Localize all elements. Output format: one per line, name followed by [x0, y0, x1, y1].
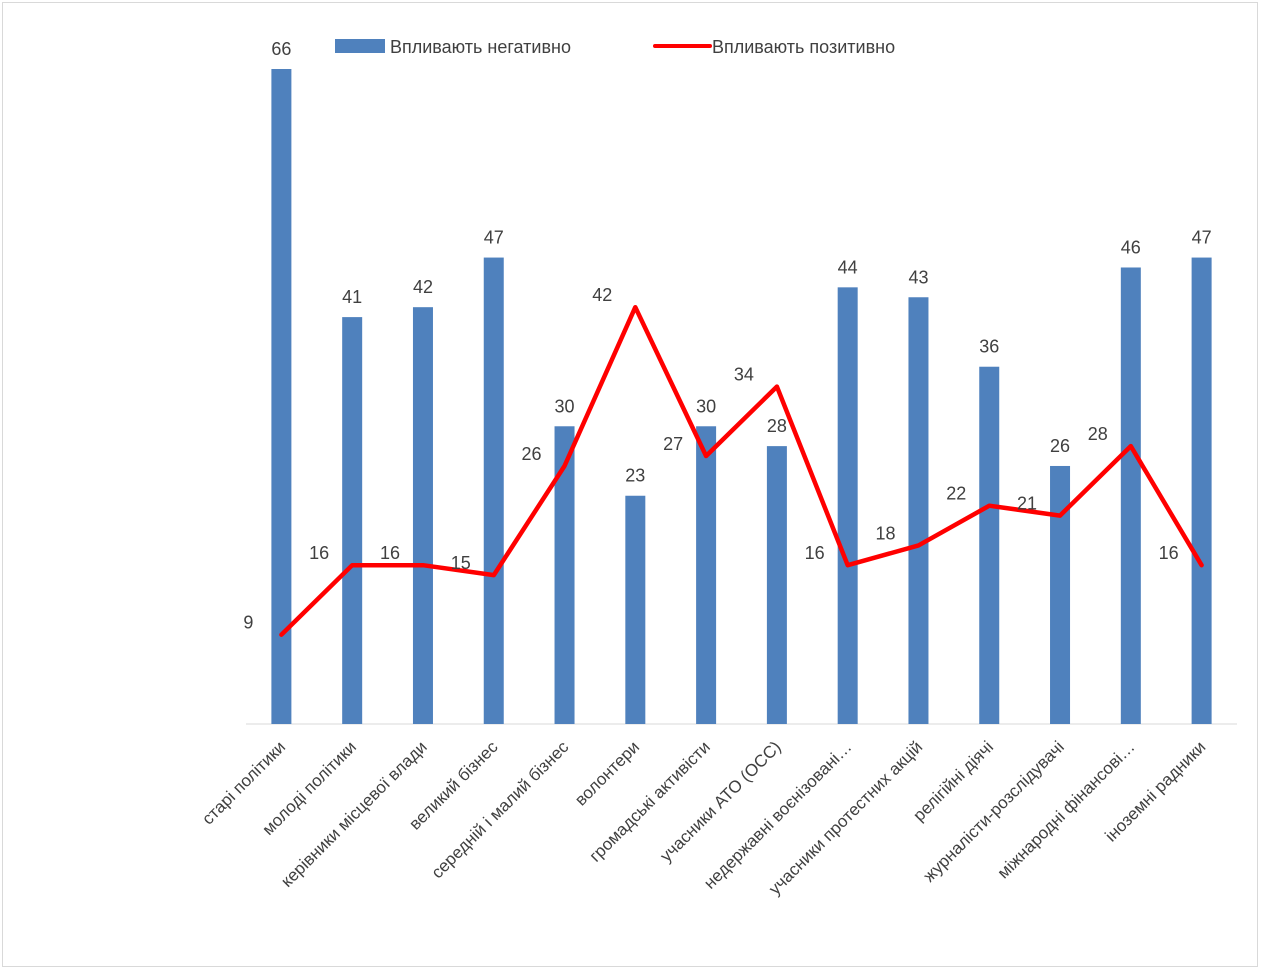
legend-swatch-negative	[335, 39, 385, 53]
x-tick-label: журналісти-розслідувачі	[920, 737, 1068, 885]
x-tick-label: середній і малий бізнес	[428, 737, 573, 882]
bars-group	[271, 69, 1212, 724]
x-tick-label: волонтери	[571, 737, 643, 809]
data-label-negative: 28	[767, 416, 787, 436]
data-label-negative: 36	[979, 337, 999, 357]
data-label-negative: 42	[413, 277, 433, 297]
bar-negative	[271, 69, 292, 724]
data-label-positive: 42	[592, 285, 612, 305]
data-label-negative: 30	[555, 396, 575, 416]
line-series-group	[279, 304, 1204, 637]
data-label-negative: 41	[342, 287, 362, 307]
x-tick-label: недержавні воєнізовані…	[700, 737, 855, 892]
bar-negative	[696, 426, 717, 724]
data-label-positive: 15	[451, 553, 471, 573]
x-tick-label: учасники АТО (ОСС)	[656, 737, 784, 865]
x-tick-label: громадські активісти	[586, 737, 714, 865]
bar-negative	[554, 426, 575, 724]
x-tick-label: міжнародні фінансові…	[994, 737, 1139, 882]
bar-negative	[412, 307, 433, 724]
data-label-negative: 46	[1121, 237, 1141, 257]
bar-negative	[1120, 267, 1141, 724]
legend-label-negative: Впливають негативно	[390, 37, 571, 57]
data-label-positive: 34	[734, 365, 754, 385]
x-tick-label: учасники протестних акцій	[765, 737, 926, 898]
data-label-negative: 44	[838, 257, 858, 277]
legend: Впливають негативно Впливають позитивно	[335, 37, 895, 57]
data-label-negative: 30	[696, 396, 716, 416]
data-labels-group: 66 41 42 47 30 23 30 28 44 43 36 26 46 47 9 16 16 15 26 42 2…	[243, 39, 1211, 633]
bar-negative	[483, 257, 504, 724]
bar-negative	[979, 366, 1000, 724]
data-label-negative: 26	[1050, 436, 1070, 456]
line-positive	[279, 304, 1204, 637]
x-tick-label: керівники місцевої влади	[277, 737, 430, 890]
data-label-positive: 16	[805, 543, 825, 563]
data-label-positive: 21	[1017, 494, 1037, 514]
data-label-positive: 16	[380, 543, 400, 563]
legend-label-positive: Впливають позитивно	[712, 37, 895, 57]
bar-negative	[1191, 257, 1212, 724]
bar-negative	[766, 446, 787, 724]
data-label-negative: 23	[625, 466, 645, 486]
data-label-negative: 43	[908, 267, 928, 287]
bar-negative	[837, 287, 858, 724]
data-label-positive: 18	[875, 523, 895, 543]
data-label-positive: 9	[243, 613, 253, 633]
data-label-negative: 66	[271, 39, 291, 59]
data-label-positive: 16	[1159, 543, 1179, 563]
bar-negative	[342, 317, 363, 724]
data-label-positive: 26	[522, 444, 542, 464]
data-label-positive: 28	[1088, 424, 1108, 444]
data-label-negative: 47	[1192, 228, 1212, 248]
bar-negative	[908, 297, 929, 724]
data-label-negative: 47	[484, 228, 504, 248]
data-label-positive: 16	[309, 543, 329, 563]
bar-negative	[1050, 465, 1071, 724]
data-label-positive: 27	[663, 434, 683, 454]
data-label-positive: 22	[946, 484, 966, 504]
bar-negative	[625, 495, 646, 724]
